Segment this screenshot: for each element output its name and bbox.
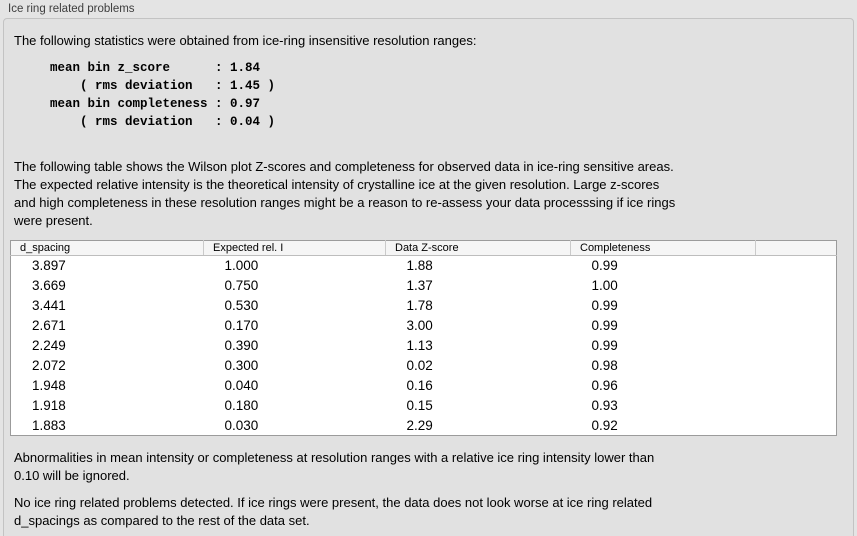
table-cell: 0.99 <box>591 298 618 313</box>
table-cell-empty <box>756 396 837 416</box>
table-cell: 0.16 <box>406 378 433 393</box>
table-row[interactable]: 3.441 0.530 1.78 0.99 <box>11 296 837 316</box>
table-row[interactable]: 1.918 0.180 0.15 0.93 <box>11 396 837 416</box>
table-cell-empty <box>756 316 837 336</box>
table-cell: 3.669 <box>32 278 66 293</box>
table-cell: 0.030 <box>224 417 259 433</box>
table-body: 3.897 1.000 1.88 0.99 3.669 0.750 1.37 1.00 3.44… <box>11 256 837 436</box>
ice-ring-groupbox: The following statistics were obtained f… <box>3 18 854 536</box>
table-row[interactable]: 2.072 0.300 0.02 0.98 <box>11 356 837 376</box>
table-cell: 1.883 <box>32 417 66 433</box>
table-description-text: The following table shows the Wilson plo… <box>14 159 676 228</box>
table-cell: 0.98 <box>591 358 618 373</box>
table-cell: 2.249 <box>32 338 66 353</box>
table-cell: 0.93 <box>591 398 618 413</box>
stats-block: mean bin z_score : 1.84 ( rms deviation … <box>50 61 276 129</box>
table-row[interactable]: 3.669 0.750 1.37 1.00 <box>11 276 837 296</box>
table-cell: 0.99 <box>591 318 618 333</box>
stats-intro-text: The following statistics were obtained f… <box>14 33 477 48</box>
table-cell: 0.92 <box>591 417 618 433</box>
table-row[interactable]: 2.249 0.390 1.13 0.99 <box>11 336 837 356</box>
table-cell: 1.918 <box>32 398 66 413</box>
table-cell: 2.072 <box>32 358 66 373</box>
column-header-empty <box>755 240 837 256</box>
table-cell-empty <box>756 276 837 296</box>
table-cell: 2.671 <box>32 318 66 333</box>
table-cell: 0.15 <box>406 398 433 413</box>
table-cell: 0.02 <box>406 358 433 373</box>
table-cell: 0.390 <box>224 338 259 353</box>
table-cell: 1.00 <box>591 278 618 293</box>
table-cell: 0.96 <box>591 378 618 393</box>
table-cell: 0.040 <box>224 378 259 393</box>
ignore-threshold-text: Abnormalities in mean intensity or compl… <box>14 450 655 483</box>
table-row[interactable]: 1.948 0.040 0.16 0.96 <box>11 376 837 396</box>
table-cell: 3.897 <box>32 258 66 274</box>
table-cell: 0.99 <box>591 258 618 274</box>
conclusion-text: No ice ring related problems detected. I… <box>14 495 653 528</box>
table-cell: 3.00 <box>406 318 433 333</box>
column-header-data-z-score[interactable]: Data Z-score <box>385 240 571 256</box>
table-cell: 0.170 <box>224 318 259 333</box>
column-header-d-spacing[interactable]: d_spacing <box>10 240 204 256</box>
table-cell: 1.000 <box>224 258 259 274</box>
column-header-completeness[interactable]: Completeness <box>570 240 756 256</box>
table-cell: 1.78 <box>406 298 433 313</box>
table-cell-empty <box>756 336 837 356</box>
column-header-expected-rel-i[interactable]: Expected rel. I <box>203 240 386 256</box>
table-cell: 1.948 <box>32 378 66 393</box>
table-header-row: d_spacing Expected rel. I Data Z-score C… <box>10 240 837 256</box>
table-cell: 0.99 <box>591 338 618 353</box>
table-cell: 1.37 <box>406 278 433 293</box>
table-cell: 0.530 <box>224 298 259 313</box>
table-row[interactable]: 3.897 1.000 1.88 0.99 <box>11 256 837 276</box>
table-cell: 0.180 <box>224 398 259 413</box>
table-cell: 1.88 <box>406 258 433 274</box>
table-cell: 1.13 <box>406 338 433 353</box>
table-cell: 2.29 <box>406 417 433 433</box>
table-row[interactable]: 1.883 0.030 2.29 0.92 <box>11 416 837 436</box>
ice-ring-table: d_spacing Expected rel. I Data Z-score C… <box>10 240 837 436</box>
table-cell-empty <box>756 376 837 396</box>
table-cell-empty <box>756 356 837 376</box>
table-cell: 3.441 <box>32 298 66 313</box>
table-cell-empty <box>756 416 837 436</box>
table-cell-empty <box>756 296 837 316</box>
table-row[interactable]: 2.671 0.170 3.00 0.99 <box>11 316 837 336</box>
table-cell: 0.300 <box>224 358 259 373</box>
groupbox-title: Ice ring related problems <box>8 3 135 15</box>
table-header: d_spacing Expected rel. I Data Z-score C… <box>10 240 837 256</box>
table-cell-empty <box>756 256 837 276</box>
table-cell: 0.750 <box>224 278 259 293</box>
